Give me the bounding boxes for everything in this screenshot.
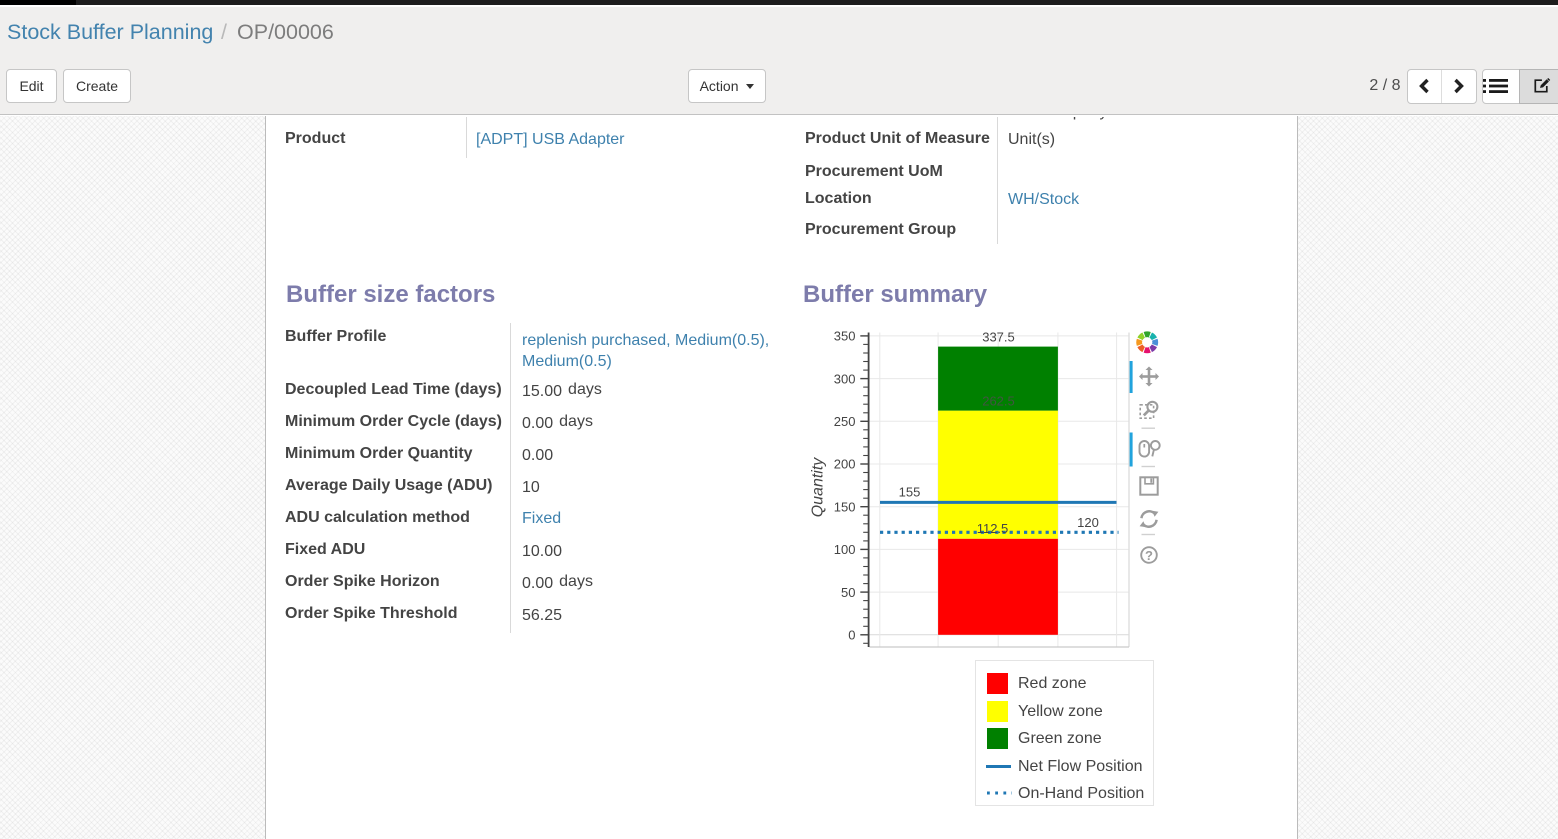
svg-text:150: 150 <box>834 499 856 514</box>
svg-text:112.5: 112.5 <box>977 521 1009 536</box>
svg-text:300: 300 <box>834 371 856 386</box>
svg-text:100: 100 <box>834 542 856 557</box>
svg-text:120: 120 <box>1077 515 1099 530</box>
svg-text:?: ? <box>1145 548 1153 563</box>
svg-text:0: 0 <box>848 628 855 643</box>
svg-text:350: 350 <box>834 329 856 344</box>
svg-text:50: 50 <box>841 585 855 600</box>
svg-text:Quantity: Quantity <box>810 457 827 518</box>
svg-text:262.5: 262.5 <box>982 394 1015 409</box>
svg-text:337.5: 337.5 <box>982 330 1015 345</box>
svg-text:155: 155 <box>899 484 921 499</box>
svg-text:250: 250 <box>834 414 856 429</box>
svg-text:200: 200 <box>834 457 856 472</box>
